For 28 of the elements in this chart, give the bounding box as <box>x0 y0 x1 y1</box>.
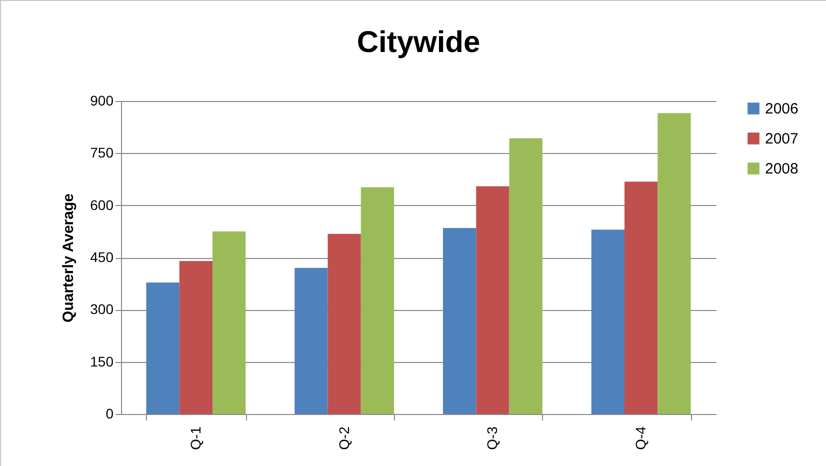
chart-title: Citywide <box>356 26 480 59</box>
bar <box>360 187 394 414</box>
y-axis-title: Quarterly Average <box>60 194 78 322</box>
bar <box>294 268 328 414</box>
x-tick-label: Q-3 <box>484 426 500 450</box>
legend-label: 2007 <box>765 130 798 148</box>
bar <box>624 182 658 414</box>
y-tick-label: 0 <box>106 406 114 422</box>
x-tick-label: Q-1 <box>187 426 204 450</box>
bar <box>442 228 476 414</box>
bar <box>509 138 542 414</box>
bar <box>146 282 180 414</box>
x-tick-label: Q-4 <box>632 426 649 450</box>
y-tick-label: 150 <box>90 353 114 370</box>
bar <box>591 230 624 414</box>
bar <box>212 231 246 414</box>
bar <box>658 113 691 414</box>
y-tick-label: 750 <box>90 144 114 161</box>
bar <box>328 234 361 414</box>
legend-label: 2006 <box>765 100 798 118</box>
legend-label: 2008 <box>765 160 798 178</box>
bar <box>179 260 212 414</box>
x-tick-label: Q-2 <box>336 426 352 450</box>
bar <box>476 186 510 414</box>
y-tick-label: 600 <box>90 196 114 213</box>
y-tick-label: 300 <box>90 301 114 318</box>
y-tick-label: 450 <box>90 249 114 265</box>
y-tick-label: 900 <box>90 92 114 108</box>
